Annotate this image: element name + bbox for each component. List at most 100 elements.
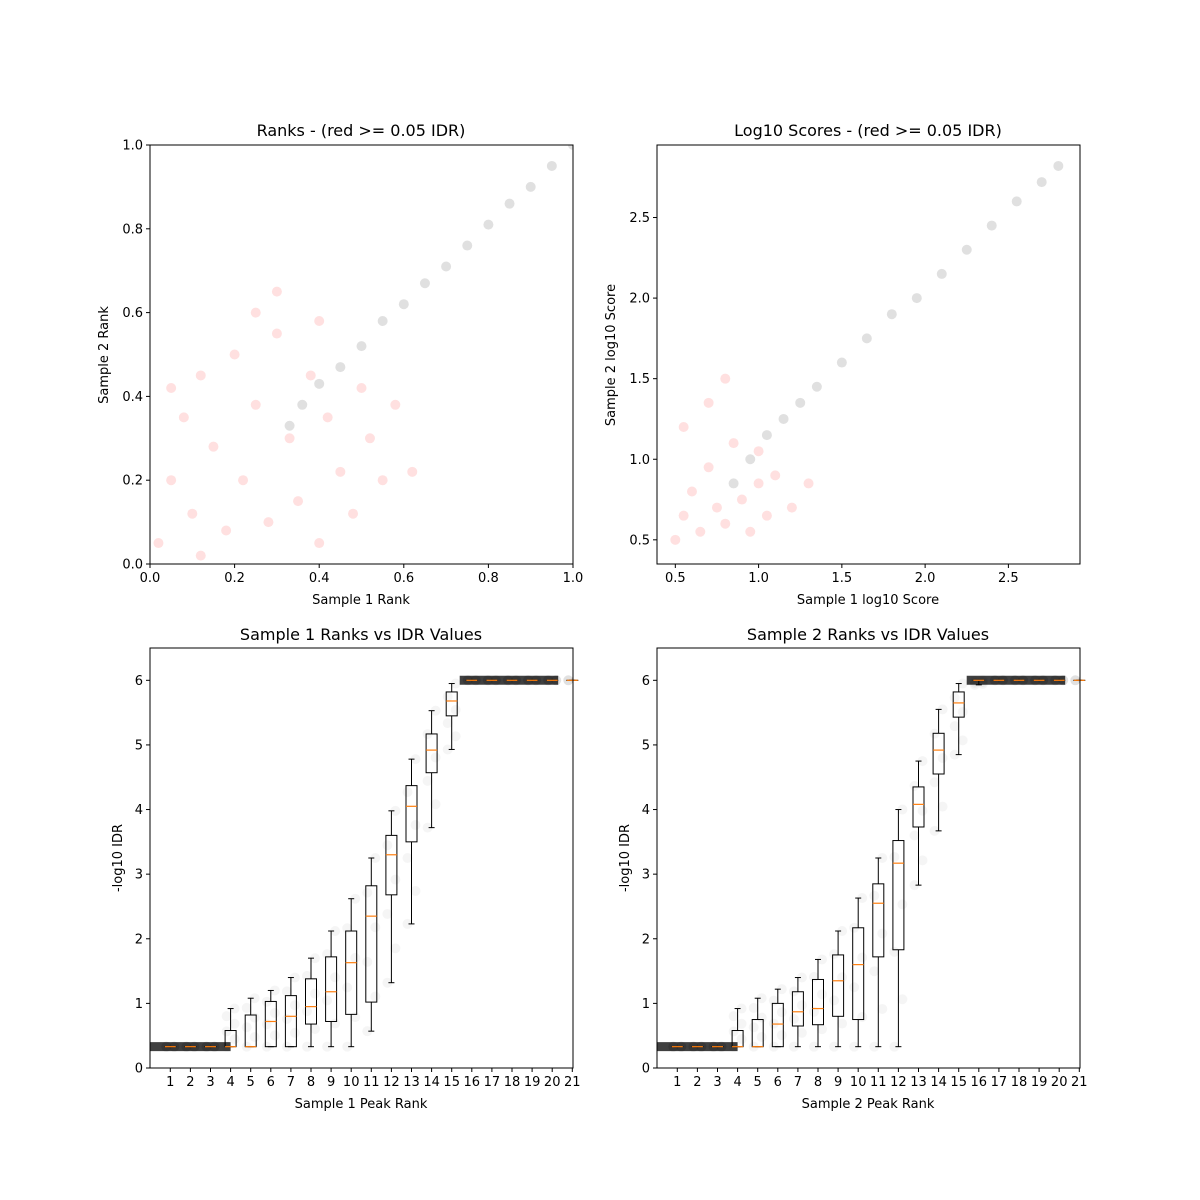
box-rank-16 bbox=[972, 679, 985, 686]
idr-point bbox=[289, 972, 300, 983]
y-tick-label: 2.5 bbox=[629, 211, 650, 226]
x-tick-label: 0.2 bbox=[224, 571, 245, 586]
red-point bbox=[745, 526, 756, 537]
idr-point bbox=[917, 756, 928, 767]
box-rank-9 bbox=[832, 930, 845, 1048]
idr-point bbox=[809, 1041, 819, 1052]
black-point bbox=[546, 160, 557, 171]
x-tick-label: 18 bbox=[504, 1075, 521, 1090]
x-tick-label: 9 bbox=[327, 1075, 335, 1090]
idr-point bbox=[450, 704, 461, 715]
box-rank-4 bbox=[731, 1008, 744, 1048]
idr-point bbox=[350, 952, 361, 963]
idr-point bbox=[969, 679, 980, 690]
black-point bbox=[795, 397, 806, 408]
black-point bbox=[778, 413, 789, 424]
black-point bbox=[911, 293, 922, 304]
x-tick-label: 8 bbox=[307, 1075, 315, 1090]
idr-point bbox=[261, 1019, 272, 1030]
black-point bbox=[377, 315, 388, 326]
y-tick-label: 1.5 bbox=[629, 372, 650, 387]
idr-point bbox=[322, 1041, 333, 1052]
red-point bbox=[753, 478, 764, 489]
x-tick-label: 12 bbox=[890, 1075, 907, 1090]
idr-point bbox=[909, 780, 920, 791]
panel-sample2-idr: Sample 2 Ranks vs IDR Values Sample 2 Pe… bbox=[618, 625, 1088, 1112]
idr-point bbox=[269, 1030, 280, 1041]
idr-point bbox=[748, 1022, 759, 1033]
red-point bbox=[293, 496, 304, 507]
red-point bbox=[348, 508, 359, 519]
box-rank-8 bbox=[305, 957, 317, 1048]
idr-point bbox=[776, 1007, 787, 1018]
idr-point bbox=[788, 1041, 799, 1052]
red-point bbox=[195, 370, 206, 381]
idr-point bbox=[837, 926, 848, 937]
chart-title: Sample 2 Ranks vs IDR Values bbox=[747, 625, 989, 644]
black-point bbox=[1036, 177, 1047, 188]
idr-point bbox=[310, 988, 320, 999]
y-tick-label: 0.8 bbox=[122, 222, 143, 237]
red-point bbox=[678, 422, 689, 433]
idr-point bbox=[969, 676, 980, 687]
idr-point bbox=[837, 972, 848, 983]
idr-point bbox=[796, 1000, 807, 1011]
red-point bbox=[187, 508, 198, 519]
red-point bbox=[390, 399, 401, 410]
y-tick-label: 0.0 bbox=[122, 558, 143, 573]
idr-point bbox=[382, 840, 393, 851]
box-rank-8 bbox=[812, 958, 824, 1048]
y-axis-label: -log10 IDR bbox=[111, 824, 126, 892]
red-point bbox=[356, 383, 367, 394]
idr-point bbox=[249, 1031, 260, 1042]
idr-point bbox=[450, 678, 461, 689]
idr-point bbox=[362, 956, 373, 967]
idr-point bbox=[402, 918, 413, 929]
red-point bbox=[238, 475, 249, 486]
idr-point bbox=[817, 1024, 827, 1035]
idr-point bbox=[382, 908, 393, 919]
idr-point bbox=[382, 977, 393, 988]
box-rank-13 bbox=[405, 758, 418, 925]
y-axis-label: -log10 IDR bbox=[618, 824, 633, 892]
y-tick-label: 0.2 bbox=[122, 474, 143, 489]
x-tick-label: 7 bbox=[794, 1075, 802, 1090]
x-tick-label: 1 bbox=[166, 1075, 174, 1090]
box-rank-15 bbox=[445, 683, 458, 750]
y-tick-label: 1 bbox=[135, 997, 143, 1012]
box-rank-14 bbox=[425, 710, 438, 829]
red-point bbox=[377, 475, 388, 486]
idr-point bbox=[909, 880, 920, 891]
black-point bbox=[986, 220, 997, 231]
y-tick-label: 0.5 bbox=[629, 533, 650, 548]
idr-point bbox=[410, 885, 421, 896]
idr-point bbox=[362, 1026, 373, 1037]
box bbox=[852, 927, 865, 1021]
x-axis-label: Sample 2 Peak Rank bbox=[802, 1097, 935, 1112]
red-point bbox=[678, 510, 689, 521]
black-point bbox=[335, 362, 346, 373]
idr-point bbox=[370, 991, 381, 1002]
black-point bbox=[728, 478, 739, 489]
y-tick-label: 1.0 bbox=[629, 453, 650, 468]
x-tick-label: 10 bbox=[850, 1075, 867, 1090]
panel-log10-scores: Log10 Scores - (red >= 0.05 IDR) Sample … bbox=[604, 121, 1081, 608]
black-point bbox=[886, 309, 897, 320]
red-point bbox=[407, 466, 418, 477]
x-tick-label: 6 bbox=[774, 1075, 782, 1090]
idr-point bbox=[430, 752, 441, 763]
x-tick-label: 21 bbox=[1071, 1075, 1088, 1090]
idr-point bbox=[241, 1022, 252, 1033]
x-tick-label: 0.4 bbox=[309, 571, 330, 586]
x-axis-label: Sample 1 log10 Score bbox=[797, 593, 939, 608]
chart-title: Sample 1 Ranks vs IDR Values bbox=[240, 625, 482, 644]
red-point bbox=[703, 397, 714, 408]
idr-point bbox=[430, 705, 441, 716]
box-rank-6 bbox=[264, 989, 277, 1048]
red-point bbox=[322, 412, 333, 423]
idr-point bbox=[949, 749, 960, 760]
black-point bbox=[745, 454, 756, 465]
